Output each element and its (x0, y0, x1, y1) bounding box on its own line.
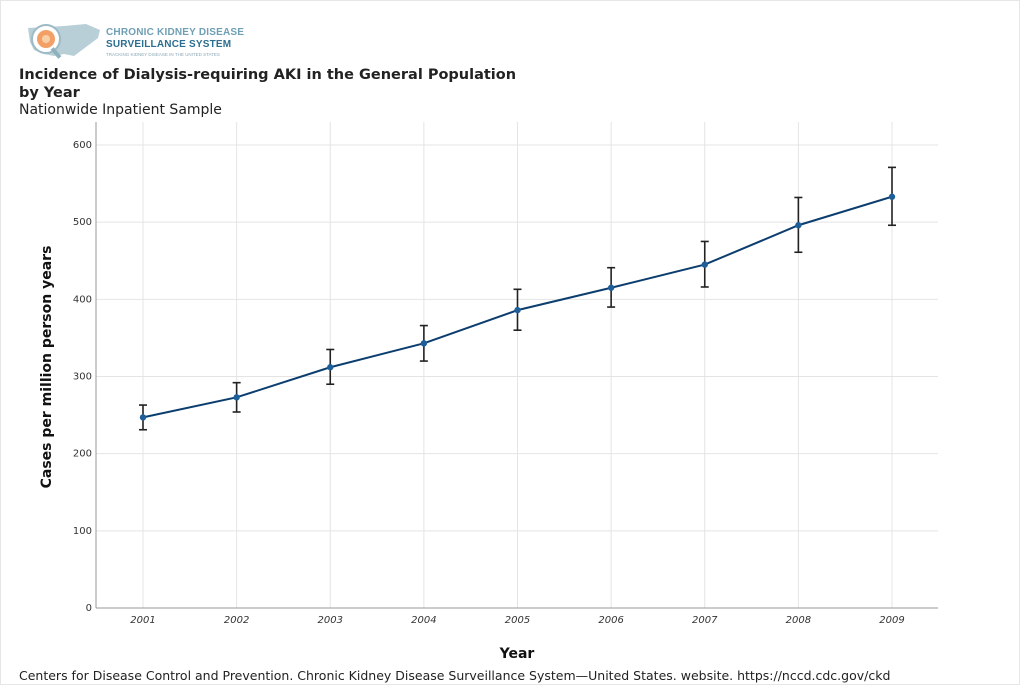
tick-labels: 0 100 200 300 400 500 600 2001 2002 2003 2004 2005 2… (73, 140, 905, 626)
chart-title-line-1: Incidence of Dialysis-requiring AKI in t… (19, 67, 517, 83)
y-tick-label: 200 (73, 449, 92, 460)
x-tick-label: 2002 (224, 615, 249, 626)
data-point (795, 222, 802, 229)
logo-line-2: SURVEILLANCE SYSTEM (106, 39, 232, 50)
y-tick-label: 400 (73, 294, 92, 305)
x-tick-label: 2001 (130, 615, 155, 626)
chart-title: Incidence of Dialysis-requiring AKI in t… (19, 66, 619, 102)
x-tick-label: 2005 (505, 615, 530, 626)
x-tick-label: 2003 (318, 615, 343, 626)
data-point (420, 340, 428, 347)
x-tick-label: 2006 (598, 615, 623, 626)
logo-line-1: CHRONIC KIDNEY DISEASE (106, 27, 245, 38)
y-tick-label: 600 (73, 140, 92, 151)
axes (95, 122, 938, 609)
data-point (607, 284, 615, 291)
data-point (139, 414, 147, 421)
y-tick-label: 100 (73, 526, 92, 537)
ckd-surveillance-logo: CHRONIC KIDNEY DISEASE SURVEILLANCE SYST… (24, 20, 264, 64)
y-axis-label: Cases per million person years (39, 246, 55, 489)
data-point (701, 261, 708, 268)
line-chart: 0 100 200 300 400 500 600 2001 2002 2003 2004 2005 2… (39, 122, 938, 660)
x-tick-label: 2007 (692, 615, 718, 626)
grid-lines (96, 122, 938, 608)
data-point (514, 306, 521, 314)
y-tick-label: 500 (73, 217, 92, 228)
chart-title-line-2: by Year (19, 85, 80, 101)
data-point (888, 193, 896, 200)
data-point (327, 364, 334, 371)
x-axis-label: Year (499, 646, 535, 660)
x-tick-label: 2009 (879, 615, 904, 626)
x-tick-label: 2008 (786, 615, 811, 626)
chart-subtitle: Nationwide Inpatient Sample (19, 102, 222, 118)
y-tick-label: 0 (86, 603, 92, 614)
series (139, 193, 896, 421)
source-footer: Centers for Disease Control and Preventi… (19, 668, 891, 683)
logo-line-3: TRACKING KIDNEY DISEASE IN THE UNITED ST… (106, 52, 220, 57)
y-tick-label: 300 (73, 372, 92, 383)
data-point (233, 394, 240, 401)
us-map-logo-icon (28, 24, 100, 59)
x-tick-label: 2004 (411, 615, 436, 626)
